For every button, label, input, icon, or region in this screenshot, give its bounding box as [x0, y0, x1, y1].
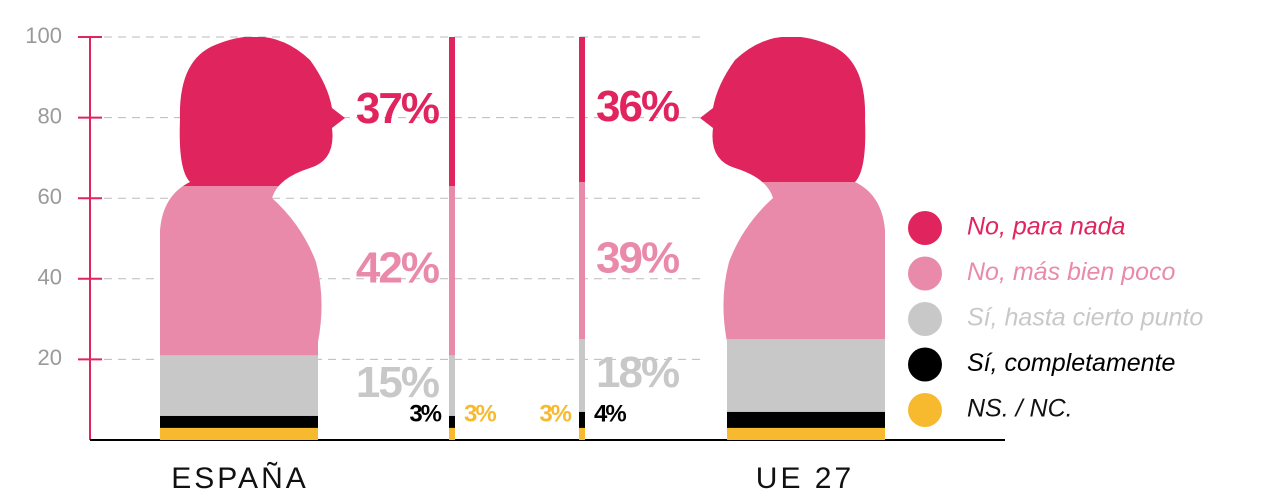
- y-tick-label: 60: [38, 184, 62, 209]
- value-label: 37%: [356, 84, 439, 133]
- y-tick-label: 100: [25, 23, 62, 48]
- value-label: 39%: [596, 233, 679, 282]
- thin-bar-segment: [449, 186, 455, 356]
- legend-swatch: [908, 347, 942, 382]
- legend-label: NS. / NC.: [967, 395, 1073, 423]
- thin-bar-segment: [579, 339, 585, 412]
- segment: [160, 427, 345, 440]
- y-tick-label: 80: [38, 103, 62, 128]
- silhouette: [700, 37, 885, 440]
- thin-bar-segment: [579, 427, 585, 440]
- segment: [160, 355, 345, 416]
- legend-swatch: [908, 302, 942, 336]
- segment: [160, 37, 345, 187]
- thin-bar-segment: [449, 37, 455, 187]
- y-tick-label: 40: [38, 265, 62, 290]
- value-label: 42%: [356, 243, 439, 292]
- thin-bar-segment: [449, 427, 455, 440]
- thin-bar-segment: [449, 355, 455, 416]
- silhouette: [160, 37, 345, 440]
- legend-label: Sí, completamente: [967, 349, 1175, 377]
- value-label: 36%: [596, 82, 679, 131]
- legend-swatch: [908, 211, 942, 245]
- segment: [700, 37, 885, 183]
- marks: [160, 37, 885, 440]
- segment: [700, 427, 885, 440]
- y-tick-label: 20: [38, 345, 62, 370]
- legend-swatch: [908, 393, 942, 427]
- segment: [160, 415, 345, 428]
- legend-label: No, para nada: [967, 213, 1126, 241]
- value-label: 3%: [464, 400, 496, 427]
- legend-swatch: [908, 256, 942, 291]
- thin-bar-segment: [449, 415, 455, 428]
- segment: [700, 411, 885, 428]
- segment: [700, 182, 885, 340]
- thin-bar-segment: [579, 411, 585, 428]
- legend-label: Sí, hasta cierto punto: [967, 304, 1203, 332]
- value-label: 4%: [594, 400, 626, 427]
- segment: [700, 339, 885, 412]
- segment: [160, 186, 345, 356]
- legend-label: No, más bien poco: [967, 258, 1176, 286]
- thin-bar-segment: [579, 182, 585, 340]
- value-label: 3%: [409, 400, 441, 427]
- category-label: UE 27: [756, 462, 854, 495]
- category-label: ESPAÑA: [171, 461, 309, 495]
- thin-bar-segment: [579, 37, 585, 183]
- value-label: 3%: [539, 400, 571, 427]
- value-label: 15%: [356, 358, 439, 407]
- value-label: 18%: [596, 348, 679, 397]
